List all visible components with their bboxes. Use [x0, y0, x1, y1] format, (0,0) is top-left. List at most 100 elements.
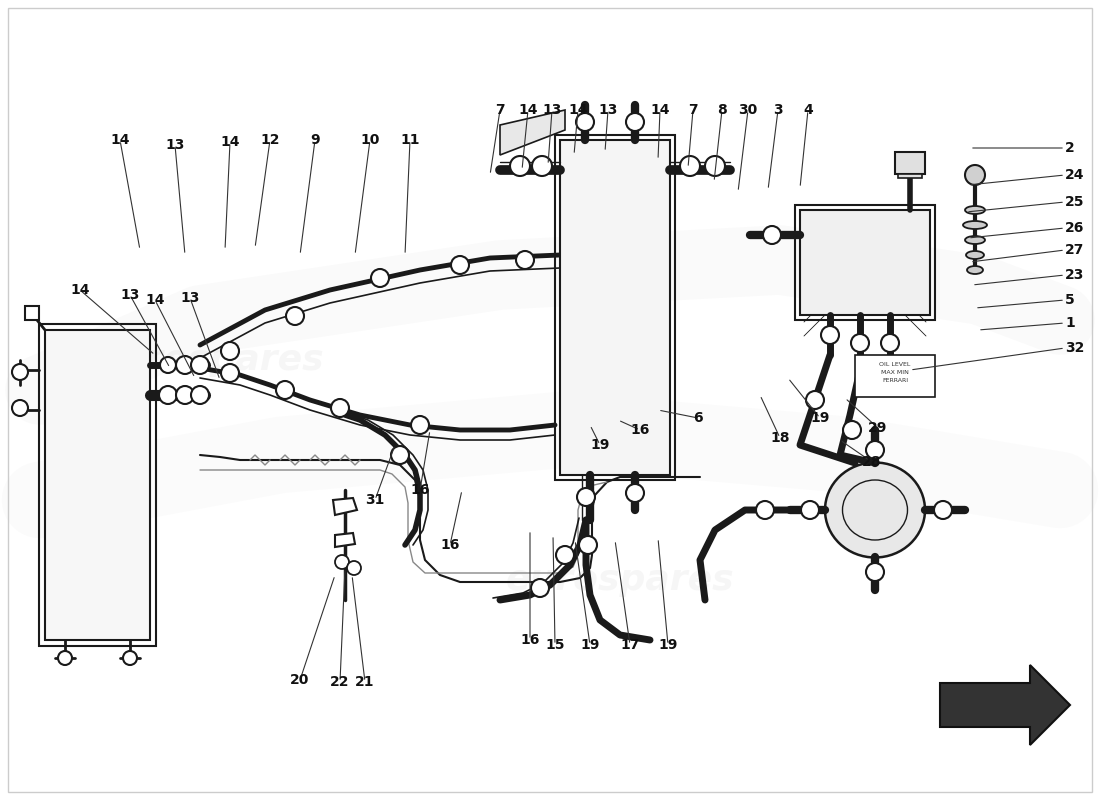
Text: 4: 4	[803, 103, 813, 117]
Ellipse shape	[825, 462, 925, 558]
Text: OIL LEVEL: OIL LEVEL	[879, 362, 911, 367]
Text: 13: 13	[542, 103, 562, 117]
Text: MAX MIN: MAX MIN	[881, 370, 909, 375]
Circle shape	[866, 441, 884, 459]
Bar	[800, 210, 929, 315]
Circle shape	[390, 446, 409, 464]
Circle shape	[221, 364, 239, 382]
Text: 32: 32	[1065, 341, 1085, 355]
Circle shape	[881, 334, 899, 352]
Text: 31: 31	[365, 493, 385, 507]
Ellipse shape	[965, 236, 985, 244]
Circle shape	[851, 334, 869, 352]
Text: 19: 19	[581, 638, 600, 652]
Text: 23: 23	[1065, 268, 1085, 282]
Bar	[898, 174, 922, 178]
Text: 13: 13	[165, 138, 185, 152]
Circle shape	[191, 386, 209, 404]
Text: 14: 14	[220, 135, 240, 149]
Circle shape	[221, 342, 239, 360]
Circle shape	[626, 113, 644, 131]
Circle shape	[801, 501, 820, 519]
Text: 19: 19	[811, 411, 829, 425]
Circle shape	[331, 399, 349, 417]
Text: 12: 12	[261, 133, 279, 147]
Circle shape	[176, 356, 194, 374]
Text: 30: 30	[738, 103, 758, 117]
Bar	[855, 355, 935, 397]
Text: 7: 7	[495, 103, 505, 117]
Bar	[25, 306, 39, 320]
Circle shape	[843, 421, 861, 439]
Text: 27: 27	[1065, 243, 1085, 257]
Text: 19: 19	[591, 438, 609, 452]
Bar	[560, 140, 670, 475]
Text: 7: 7	[689, 103, 697, 117]
Text: 11: 11	[400, 133, 420, 147]
Text: 21: 21	[355, 675, 375, 689]
Text: 14: 14	[650, 103, 670, 117]
Text: 25: 25	[1065, 195, 1085, 209]
Circle shape	[160, 357, 176, 373]
Text: 3: 3	[773, 103, 783, 117]
Text: 15: 15	[546, 638, 564, 652]
Circle shape	[12, 364, 28, 380]
Bar	[795, 205, 935, 320]
Circle shape	[12, 400, 28, 416]
Text: 10: 10	[361, 133, 379, 147]
Circle shape	[680, 156, 700, 176]
Circle shape	[705, 156, 725, 176]
Circle shape	[58, 651, 72, 665]
Text: 22: 22	[330, 675, 350, 689]
Circle shape	[336, 555, 349, 569]
Circle shape	[531, 579, 549, 597]
Text: FERRARI: FERRARI	[882, 378, 909, 383]
Circle shape	[411, 416, 429, 434]
Polygon shape	[500, 110, 565, 155]
Bar	[556, 135, 675, 480]
Circle shape	[176, 386, 194, 404]
Text: 13: 13	[120, 288, 140, 302]
Text: 14: 14	[70, 283, 90, 297]
Text: 16: 16	[410, 483, 430, 497]
Circle shape	[821, 326, 839, 344]
Text: 9: 9	[310, 133, 320, 147]
Circle shape	[556, 546, 574, 564]
Polygon shape	[940, 665, 1070, 745]
Text: eurospares: eurospares	[506, 563, 735, 597]
Polygon shape	[333, 498, 358, 515]
Text: 5: 5	[1065, 293, 1075, 307]
Circle shape	[578, 488, 595, 506]
Text: 26: 26	[1065, 221, 1085, 235]
Text: 24: 24	[1065, 168, 1085, 182]
Circle shape	[532, 156, 552, 176]
Circle shape	[286, 307, 304, 325]
Text: 16: 16	[520, 633, 540, 647]
Text: 29: 29	[868, 421, 888, 435]
Circle shape	[346, 561, 361, 575]
Text: 14: 14	[145, 293, 165, 307]
Text: 13: 13	[598, 103, 618, 117]
Text: 16: 16	[440, 538, 460, 552]
Polygon shape	[336, 533, 355, 547]
Text: 2: 2	[1065, 141, 1075, 155]
Circle shape	[965, 165, 985, 185]
Circle shape	[191, 356, 209, 374]
Circle shape	[763, 226, 781, 244]
Ellipse shape	[967, 266, 983, 274]
Circle shape	[516, 251, 534, 269]
Circle shape	[934, 501, 952, 519]
Circle shape	[371, 269, 389, 287]
Text: 8: 8	[717, 103, 727, 117]
Bar	[895, 152, 925, 174]
Circle shape	[576, 113, 594, 131]
Circle shape	[510, 156, 530, 176]
Bar	[39, 324, 156, 646]
Text: 14: 14	[518, 103, 538, 117]
Circle shape	[276, 381, 294, 399]
Circle shape	[806, 391, 824, 409]
Circle shape	[626, 484, 644, 502]
Text: 20: 20	[290, 673, 310, 687]
Circle shape	[756, 501, 774, 519]
Text: 1: 1	[1065, 316, 1075, 330]
